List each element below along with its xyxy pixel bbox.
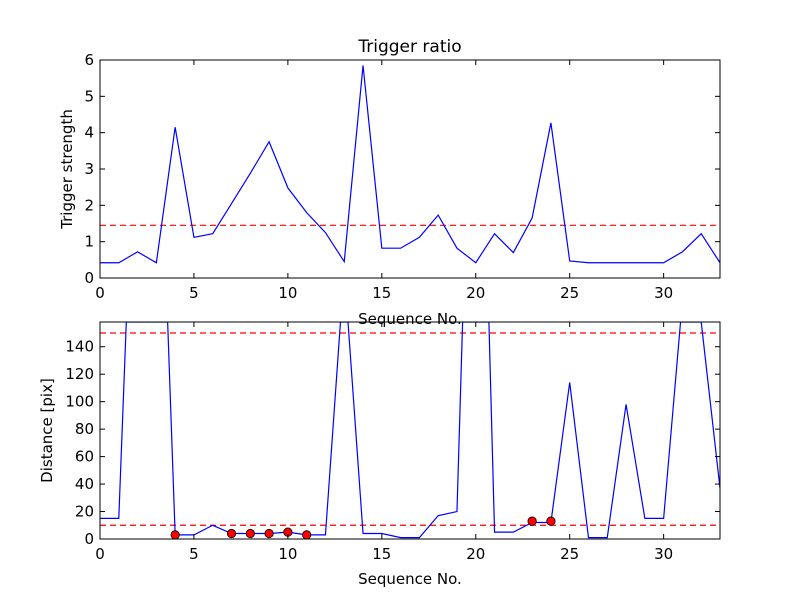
x-axis-label: Sequence No. — [358, 310, 462, 328]
data-point-marker — [302, 530, 312, 539]
y-tick-label: 0 — [84, 269, 94, 287]
data-point-marker — [245, 528, 255, 539]
y-axis-label: Trigger strength — [58, 109, 76, 230]
x-tick-label: 5 — [189, 284, 199, 302]
y-tick-label: 4 — [84, 124, 94, 142]
x-tick-label: 30 — [654, 284, 673, 302]
y-tick-label: 20 — [75, 503, 94, 521]
chart-title: Trigger ratio — [357, 37, 461, 57]
data-point-marker — [546, 516, 556, 526]
trigger-ratio-chart: 0 5 10 15 20 25 30 0 1 2 3 4 5 6 Trigger strength Seque… — [58, 37, 721, 328]
series-line — [100, 322, 720, 539]
plot-area — [100, 322, 720, 539]
data-point-marker — [170, 530, 180, 539]
y-tick-label: 80 — [75, 420, 94, 438]
y-tick-label: 0 — [84, 530, 94, 548]
x-tick-label: 0 — [95, 284, 105, 302]
series-line — [100, 65, 720, 264]
x-tick-label: 20 — [466, 284, 485, 302]
y-tick-label: 60 — [75, 448, 94, 466]
distance-chart: 0 5 10 15 20 25 30 0 20 40 60 80 100 120 140 Distance [… — [38, 321, 721, 588]
y-tick-label: 40 — [75, 475, 94, 493]
y-tick-label: 6 — [84, 51, 94, 69]
plot-area — [100, 65, 720, 264]
data-point-marker — [264, 528, 274, 539]
x-tick-label: 15 — [372, 545, 391, 563]
plot-frame — [99, 59, 721, 279]
x-tick-label: 0 — [95, 545, 105, 563]
y-tick-label: 120 — [65, 365, 94, 383]
x-tick-label: 20 — [466, 545, 485, 563]
y-tick-label: 5 — [84, 87, 94, 105]
x-tick-label: 25 — [560, 284, 579, 302]
plot-frame — [99, 321, 721, 540]
y-axis-label: Distance [pix] — [38, 378, 56, 483]
y-tick-label: 140 — [65, 338, 94, 356]
y-tick-label: 2 — [84, 196, 94, 214]
x-tick-label: 10 — [278, 284, 297, 302]
x-tick-label: 25 — [560, 545, 579, 563]
y-tick-label: 100 — [65, 393, 94, 411]
x-tick-label: 10 — [278, 545, 297, 563]
data-point-marker — [527, 516, 537, 526]
x-tick-label: 5 — [189, 545, 199, 563]
y-tick-label: 1 — [84, 233, 94, 251]
x-axis-label: Sequence No. — [358, 570, 462, 588]
y-tick-label: 3 — [84, 160, 94, 178]
x-tick-label: 30 — [654, 545, 673, 563]
data-point-marker — [226, 528, 237, 539]
x-tick-label: 15 — [372, 284, 391, 302]
